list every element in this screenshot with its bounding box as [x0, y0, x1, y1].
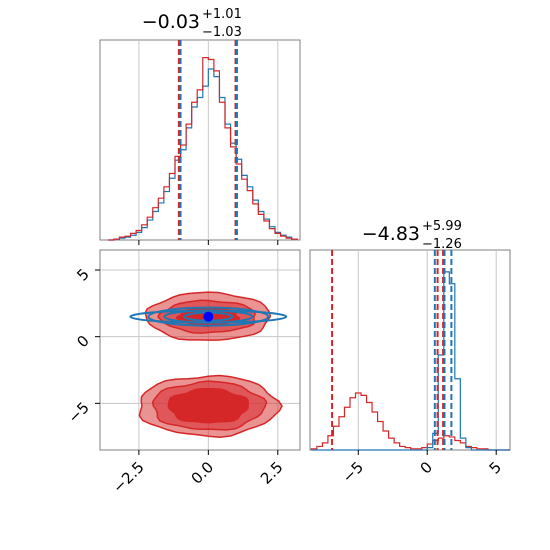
histogram-series-red	[108, 57, 298, 241]
panel-marginal-y-frame	[309, 249, 511, 451]
panel-joint-frame	[99, 249, 301, 451]
contour-blue-1	[147, 306, 270, 327]
title-marginal-y: −4.83 +5.99 −1.26	[362, 219, 462, 252]
tick-label-joint-y: 5	[73, 265, 92, 284]
histogram-series-blue	[311, 271, 510, 451]
tick-label-joint-x: 2.5	[257, 458, 287, 488]
histogram-series-red	[310, 392, 510, 451]
truth-point	[203, 311, 214, 322]
title-marginal-x-lower: −1.03	[202, 25, 242, 40]
title-marginal-x-upper: +1.01	[202, 7, 242, 22]
tick-label-marginal-y: 0	[417, 458, 436, 477]
title-marginal-y-lower: −1.26	[422, 237, 462, 252]
title-marginal-y-upper: +5.99	[422, 219, 462, 234]
tick-label-marginal-y: 5	[486, 458, 505, 477]
histogram-series-blue	[108, 68, 298, 241]
panel-marginal-y: −5 0 5	[309, 249, 511, 486]
panel-joint: −2.5 0.0 2.5 −5 0 5	[64, 249, 301, 497]
title-marginal-y-value: −4.83	[362, 223, 420, 245]
contour-red-lower-inner	[167, 387, 249, 424]
panel-marginal-x-frame	[99, 39, 301, 241]
tick-label-joint-x: −2.5	[109, 458, 147, 496]
tick-label-joint-x: 0.0	[188, 458, 218, 488]
tick-label-marginal-y: −5	[339, 458, 367, 486]
title-marginal-x-value: −0.03	[142, 11, 200, 33]
title-marginal-x: −0.03 +1.01 −1.03	[142, 7, 242, 40]
tick-label-joint-y: 0	[73, 332, 92, 351]
tick-label-joint-y: −5	[64, 398, 92, 426]
panel-marginal-x	[99, 39, 301, 245]
contour-blue-2	[163, 309, 254, 324]
